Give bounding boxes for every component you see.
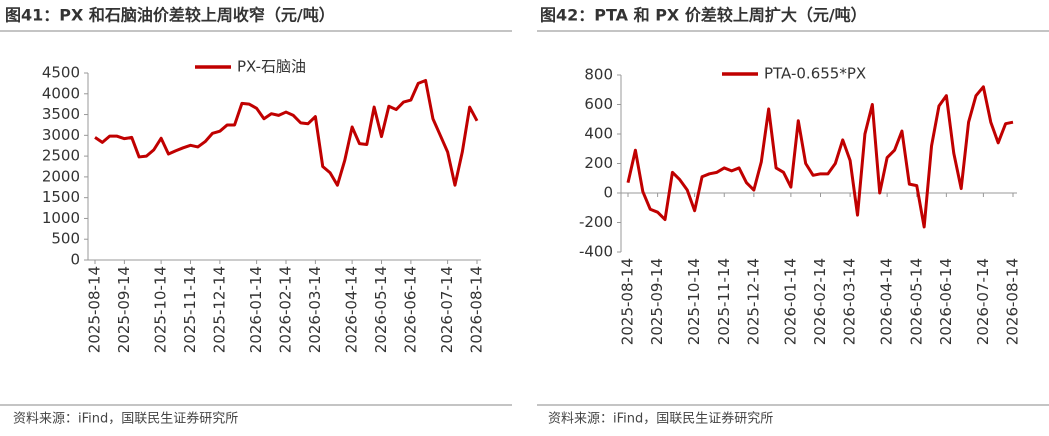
legend-label: PTA-0.655*PX (764, 65, 866, 83)
y-tick-label: 3000 (42, 126, 80, 144)
x-tick-label: 2025-12-14 (744, 258, 762, 345)
x-tick-label: 2026-05-14 (372, 266, 390, 353)
y-tick-label: 3500 (42, 105, 80, 123)
x-tick-label: 2025-08-14 (86, 266, 104, 353)
x-tick-label: 2026-06-14 (937, 258, 955, 345)
x-tick-label: 2026-06-14 (401, 266, 419, 353)
x-tick-label: 2026-05-14 (907, 258, 925, 345)
x-tick-label: 2026-07-14 (438, 266, 456, 353)
x-tick-label: 2025-08-14 (619, 258, 637, 345)
x-tick-label: 2026-08-14 (1004, 258, 1022, 345)
y-tick-label: 200 (584, 154, 613, 172)
x-tick-label: 2025-10-14 (152, 266, 170, 353)
x-tick-label: 2026-01-14 (247, 266, 265, 353)
chart-title: 图42：PTA 和 PX 价差较上周扩大（元/吨） (540, 6, 867, 25)
y-tick-label: 4500 (42, 64, 80, 82)
x-tick-label: 2026-08-14 (468, 266, 486, 353)
x-tick-label: 2026-04-14 (343, 266, 361, 353)
x-tick-label: 2026-02-14 (811, 258, 829, 345)
x-tick-label: 2025-11-14 (181, 266, 199, 353)
y-tick-label: 0 (603, 184, 613, 202)
x-tick-label: 2026-03-14 (841, 258, 859, 345)
legend-label: PX-石脑油 (237, 58, 306, 76)
series-line (94, 78, 479, 187)
y-tick-label: -200 (579, 213, 613, 231)
y-tick-label: 800 (584, 66, 613, 84)
y-tick-label: 2500 (42, 147, 80, 165)
chart-title: 图41：PX 和石脑油价差较上周收窄（元/吨） (5, 6, 335, 25)
source-note: 资料来源：iFind，国联民生证券研究所 (13, 411, 238, 427)
series-line (626, 85, 1014, 229)
y-tick-label: 400 (584, 125, 613, 143)
y-tick-label: 500 (51, 230, 80, 248)
x-tick-label: 2026-02-14 (277, 266, 295, 353)
x-tick-label: 2026-03-14 (306, 266, 324, 353)
source-note: 资料来源：iFind，国联民生证券研究所 (548, 411, 773, 427)
x-tick-label: 2025-11-14 (715, 258, 733, 345)
x-tick-label: 2026-07-14 (974, 258, 992, 345)
x-tick-label: 2025-09-14 (115, 266, 133, 353)
y-tick-label: 2000 (42, 167, 80, 185)
x-tick-label: 2025-12-14 (210, 266, 228, 353)
y-tick-label: -400 (579, 243, 613, 261)
y-tick-label: 600 (584, 95, 613, 113)
x-tick-label: 2026-04-14 (878, 258, 896, 345)
y-tick-label: 1000 (42, 209, 80, 227)
y-tick-label: 1500 (42, 188, 80, 206)
x-tick-label: 2025-09-14 (648, 258, 666, 345)
y-tick-label: 0 (70, 251, 80, 269)
x-tick-label: 2026-01-14 (781, 258, 799, 345)
y-tick-label: 4000 (42, 84, 80, 102)
x-tick-label: 2025-10-14 (685, 258, 703, 345)
